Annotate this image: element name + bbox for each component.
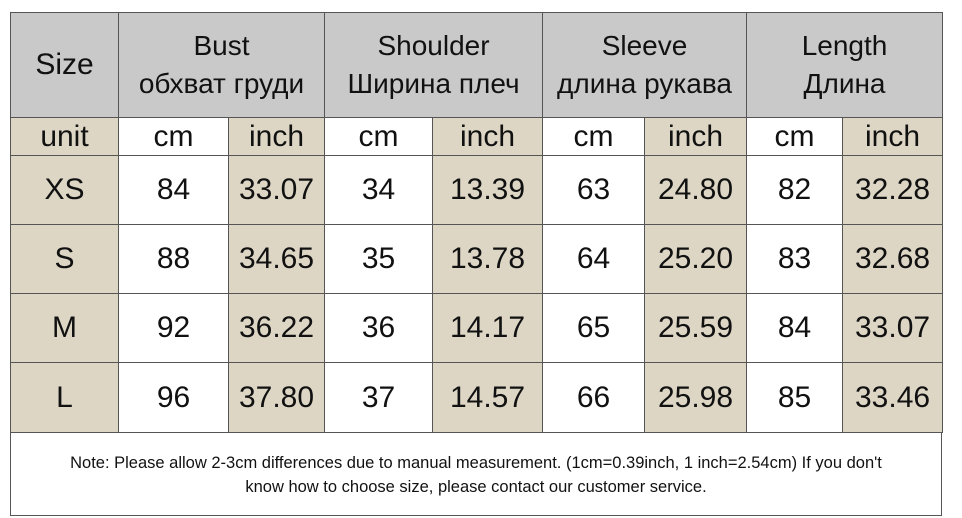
- sleeve-header-ru: длина рукава: [557, 68, 732, 99]
- shoulder-header-ru: Ширина плеч: [347, 68, 520, 99]
- note-line-2: know how to choose size, please contact …: [245, 478, 707, 496]
- value-cell: 24.80: [644, 155, 748, 225]
- measurement-note: Note: Please allow 2-3cm differences due…: [10, 432, 942, 516]
- size-chart-table: Size Bust обхват груди Shoulder Ширина п…: [10, 12, 944, 433]
- value-cell: 14.17: [432, 293, 544, 363]
- bust-column-header: Bust обхват груди: [117, 12, 326, 118]
- value-cell: 64: [542, 224, 646, 294]
- value-cell: 36.22: [227, 293, 326, 363]
- value-cell: 66: [542, 362, 646, 433]
- value-cell: 65: [542, 293, 646, 363]
- header-row: Size Bust обхват груди Shoulder Ширина п…: [10, 12, 944, 118]
- unit-cell: cm: [542, 117, 646, 156]
- bust-header-en: Bust: [193, 30, 250, 61]
- size-cell: L: [10, 362, 119, 433]
- unit-cell: cm: [746, 117, 844, 156]
- size-cell: S: [10, 224, 119, 294]
- value-cell: 34: [324, 155, 434, 225]
- length-header-ru: Длина: [803, 68, 886, 99]
- value-cell: 33.46: [842, 362, 944, 433]
- value-cell: 82: [746, 155, 844, 225]
- value-cell: 13.39: [432, 155, 544, 225]
- length-column-header: Length Длина: [746, 12, 944, 118]
- unit-label: unit: [10, 117, 119, 156]
- length-header-en: Length: [801, 30, 888, 61]
- table-row: L 96 37.80 37 14.57 66 25.98 85 33.46: [10, 362, 944, 433]
- value-cell: 32.28: [842, 155, 944, 225]
- value-cell: 13.78: [432, 224, 544, 294]
- value-cell: 96: [118, 362, 229, 433]
- shoulder-column-header: Shoulder Ширина плеч: [324, 12, 544, 118]
- unit-cell: cm: [324, 117, 434, 156]
- value-cell: 85: [746, 362, 844, 433]
- unit-row: unit cm inch cm inch cm inch cm inch: [10, 117, 944, 156]
- sleeve-column-header: Sleeve длина рукава: [542, 12, 748, 118]
- unit-cell: inch: [227, 117, 326, 156]
- value-cell: 35: [324, 224, 434, 294]
- value-cell: 33.07: [842, 293, 944, 363]
- value-cell: 84: [118, 155, 229, 225]
- value-cell: 63: [542, 155, 646, 225]
- table-row: XS 84 33.07 34 13.39 63 24.80 82 32.28: [10, 155, 944, 225]
- value-cell: 14.57: [432, 362, 544, 433]
- unit-cell: inch: [644, 117, 748, 156]
- shoulder-header-en: Shoulder: [377, 30, 490, 61]
- size-column-header: Size: [10, 12, 119, 118]
- sleeve-header-en: Sleeve: [601, 30, 688, 61]
- value-cell: 92: [118, 293, 229, 363]
- unit-cell: inch: [432, 117, 544, 156]
- size-cell: XS: [10, 155, 119, 225]
- value-cell: 25.20: [644, 224, 748, 294]
- value-cell: 88: [118, 224, 229, 294]
- unit-cell: inch: [842, 117, 944, 156]
- table-row: S 88 34.65 35 13.78 64 25.20 83 32.68: [10, 224, 944, 294]
- note-line-1: Note: Please allow 2-3cm differences due…: [70, 454, 882, 472]
- bust-header-ru: обхват груди: [138, 68, 305, 99]
- value-cell: 37.80: [227, 362, 326, 433]
- value-cell: 32.68: [842, 224, 944, 294]
- size-cell: M: [10, 293, 119, 363]
- value-cell: 25.98: [644, 362, 748, 433]
- value-cell: 33.07: [227, 155, 326, 225]
- value-cell: 34.65: [227, 224, 326, 294]
- value-cell: 36: [324, 293, 434, 363]
- unit-cell: cm: [118, 117, 229, 156]
- table-row: M 92 36.22 36 14.17 65 25.59 84 33.07: [10, 293, 944, 363]
- value-cell: 37: [324, 362, 434, 433]
- value-cell: 25.59: [644, 293, 748, 363]
- value-cell: 84: [746, 293, 844, 363]
- value-cell: 83: [746, 224, 844, 294]
